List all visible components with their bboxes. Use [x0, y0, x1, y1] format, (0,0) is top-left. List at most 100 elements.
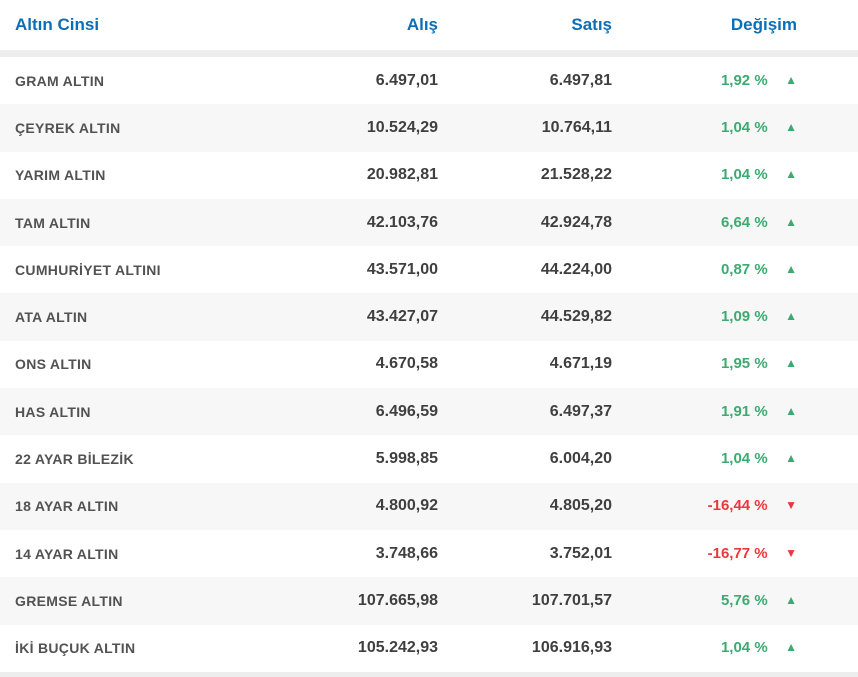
change-cell: 1,92 % ▲ — [612, 72, 797, 90]
next-row-partial — [0, 671, 858, 677]
change-cell: 1,04 % ▲ — [612, 119, 797, 137]
buy-price: 6.496,59 — [375, 402, 438, 420]
table-row[interactable]: TAM ALTIN 42.103,76 42.924,78 6,64 % ▲ — [0, 198, 858, 247]
change-percent: 1,04 % — [720, 450, 768, 468]
buy-price: 4.670,58 — [375, 355, 438, 373]
change-percent: 1,91 % — [720, 402, 768, 420]
change-cell: 1,09 % ▲ — [612, 308, 797, 326]
table-row[interactable]: ONS ALTIN 4.670,58 4.671,19 1,95 % ▲ — [0, 341, 858, 388]
change-percent: 1,92 % — [720, 71, 768, 89]
sell-price: 10.764,11 — [541, 118, 612, 136]
table-row[interactable]: 14 AYAR ALTIN 3.748,66 3.752,01 -16,77 %… — [0, 530, 858, 577]
arrow-up-icon: ▲ — [785, 119, 797, 134]
table-header-row: Altın Cinsi Alış Satış Değişim — [0, 0, 858, 50]
arrow-down-icon: ▼ — [785, 498, 797, 513]
change-percent: -16,44 % — [707, 497, 768, 515]
buy-price: 42.103,76 — [366, 213, 438, 231]
change-percent: 1,95 % — [720, 355, 768, 373]
gold-type-name: GRAM ALTIN — [15, 72, 105, 89]
arrow-up-icon: ▲ — [785, 167, 797, 182]
arrow-up-icon: ▲ — [785, 214, 797, 229]
arrow-up-icon: ▲ — [785, 640, 797, 655]
arrow-up-icon: ▲ — [785, 403, 797, 418]
table-row[interactable]: YARIM ALTIN 20.982,81 21.528,22 1,04 % ▲ — [0, 152, 858, 199]
change-percent: 1,09 % — [720, 308, 768, 326]
gold-type-name: YARIM ALTIN — [15, 167, 106, 184]
gold-type-name: 18 AYAR ALTIN — [15, 498, 119, 515]
buy-price: 4.800,92 — [375, 497, 438, 515]
gold-type-name: CUMHURİYET ALTINI — [15, 261, 161, 278]
change-percent: 6,64 % — [720, 213, 768, 231]
table-row[interactable]: İKİ BUÇUK ALTIN 105.242,93 106.916,93 1,… — [0, 625, 858, 672]
gold-type-name: ATA ALTIN — [15, 309, 88, 326]
sell-price: 21.528,22 — [540, 166, 612, 184]
sell-price: 106.916,93 — [531, 639, 612, 657]
change-cell: 1,04 % ▲ — [612, 450, 797, 468]
arrow-up-icon: ▲ — [785, 72, 797, 87]
table-body: GRAM ALTIN 6.497,01 6.497,81 1,92 % ▲ ÇE… — [0, 57, 858, 672]
change-percent: -16,77 % — [707, 544, 768, 562]
buy-price: 43.571,00 — [366, 260, 438, 278]
change-percent: 1,04 % — [720, 166, 768, 184]
sell-price: 4.671,19 — [549, 355, 612, 373]
buy-price: 107.665,98 — [357, 591, 438, 609]
change-percent: 1,04 % — [720, 118, 768, 136]
change-cell: -16,44 % ▼ — [612, 497, 797, 515]
sell-price: 6.004,20 — [549, 450, 612, 468]
col-header-sell: Satış — [571, 15, 612, 34]
gold-type-name: 14 AYAR ALTIN — [15, 545, 119, 562]
change-percent: 5,76 % — [720, 591, 768, 609]
table-row[interactable]: ÇEYREK ALTIN 10.524,29 10.764,11 1,04 % … — [0, 104, 858, 152]
change-cell: 1,04 % ▲ — [612, 166, 797, 184]
arrow-up-icon: ▲ — [785, 356, 797, 371]
buy-price: 43.427,07 — [366, 308, 438, 326]
arrow-down-icon: ▼ — [785, 545, 797, 560]
buy-price: 105.242,93 — [357, 639, 438, 657]
gold-type-name: TAM ALTIN — [15, 214, 91, 231]
buy-price: 10.524,29 — [366, 118, 438, 136]
sell-price: 107.701,57 — [531, 591, 612, 609]
header-separator — [0, 50, 858, 57]
gold-type-name: ONS ALTIN — [15, 356, 92, 373]
col-header-gold-type: Altın Cinsi — [15, 15, 100, 34]
table-row[interactable]: GREMSE ALTIN 107.665,98 107.701,57 5,76 … — [0, 577, 858, 625]
arrow-up-icon: ▲ — [785, 261, 797, 276]
change-cell: 1,95 % ▲ — [612, 355, 797, 373]
sell-price: 44.224,00 — [540, 260, 612, 278]
gold-type-name: ÇEYREK ALTIN — [15, 119, 121, 136]
buy-price: 20.982,81 — [366, 166, 438, 184]
sell-price: 6.497,37 — [549, 402, 612, 420]
sell-price: 3.752,01 — [549, 544, 612, 562]
change-cell: 5,76 % ▲ — [612, 592, 797, 610]
sell-price: 44.529,82 — [540, 308, 612, 326]
buy-price: 6.497,01 — [375, 71, 438, 89]
gold-type-name: İKİ BUÇUK ALTIN — [15, 640, 136, 657]
table-row[interactable]: 22 AYAR BİLEZİK 5.998,85 6.004,20 1,04 %… — [0, 435, 858, 482]
arrow-up-icon: ▲ — [785, 451, 797, 466]
table-row[interactable]: HAS ALTIN 6.496,59 6.497,37 1,91 % ▲ — [0, 388, 858, 436]
col-header-change: Değişim — [730, 15, 797, 34]
table-row[interactable]: 18 AYAR ALTIN 4.800,92 4.805,20 -16,44 %… — [0, 482, 858, 530]
buy-price: 5.998,85 — [375, 450, 438, 468]
col-header-buy: Alış — [406, 15, 438, 34]
change-cell: 0,87 % ▲ — [612, 261, 797, 279]
sell-price: 6.497,81 — [549, 71, 612, 89]
table-row[interactable]: GRAM ALTIN 6.497,01 6.497,81 1,92 % ▲ — [0, 57, 858, 104]
arrow-up-icon: ▲ — [785, 592, 797, 607]
change-percent: 0,87 % — [720, 260, 768, 278]
gold-type-name: GREMSE ALTIN — [15, 592, 123, 609]
change-cell: -16,77 % ▼ — [612, 545, 797, 563]
change-cell: 1,91 % ▲ — [612, 403, 797, 421]
arrow-up-icon: ▲ — [785, 309, 797, 324]
table-row[interactable]: CUMHURİYET ALTINI 43.571,00 44.224,00 0,… — [0, 246, 858, 293]
sell-price: 4.805,20 — [549, 497, 612, 515]
change-percent: 1,04 % — [720, 639, 768, 657]
sell-price: 42.924,78 — [540, 213, 612, 231]
change-cell: 6,64 % ▲ — [612, 214, 797, 232]
gold-type-name: HAS ALTIN — [15, 403, 91, 420]
gold-type-name: 22 AYAR BİLEZİK — [15, 451, 134, 468]
change-cell: 1,04 % ▲ — [612, 639, 797, 657]
table-row[interactable]: ATA ALTIN 43.427,07 44.529,82 1,09 % ▲ — [0, 293, 858, 341]
buy-price: 3.748,66 — [375, 544, 438, 562]
